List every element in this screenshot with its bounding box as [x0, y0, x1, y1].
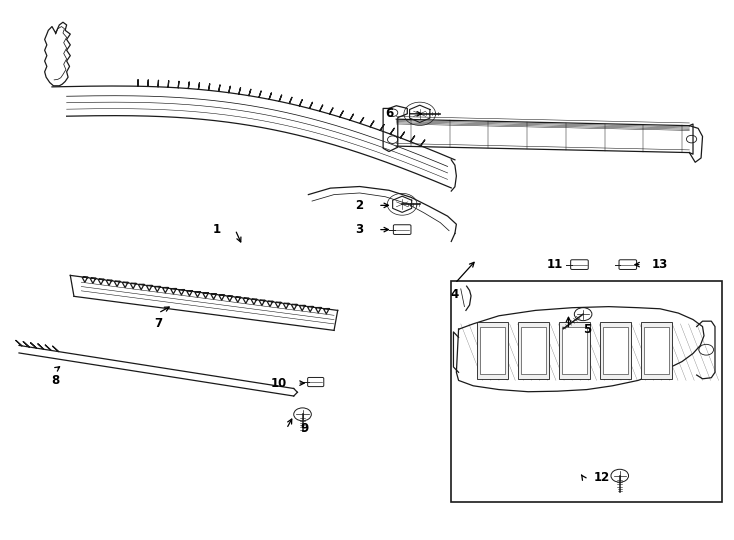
FancyBboxPatch shape — [619, 260, 636, 269]
Bar — [603, 327, 628, 375]
Text: 12: 12 — [593, 471, 609, 484]
Text: 6: 6 — [385, 107, 393, 120]
Text: 3: 3 — [355, 223, 364, 236]
Text: 1: 1 — [213, 223, 221, 236]
Text: 13: 13 — [652, 258, 668, 271]
FancyBboxPatch shape — [570, 260, 588, 269]
FancyBboxPatch shape — [393, 225, 411, 234]
Text: 11: 11 — [547, 258, 564, 271]
Text: 2: 2 — [355, 199, 364, 212]
FancyBboxPatch shape — [308, 377, 324, 387]
Bar — [559, 322, 589, 379]
Text: 7: 7 — [154, 318, 162, 330]
Bar — [480, 327, 505, 375]
Bar — [641, 322, 672, 379]
Bar — [451, 281, 722, 502]
Text: 9: 9 — [301, 422, 309, 435]
Bar — [600, 322, 631, 379]
Bar — [477, 322, 508, 379]
Bar — [562, 327, 586, 375]
Text: 8: 8 — [51, 374, 59, 387]
Bar — [521, 327, 546, 375]
Text: 5: 5 — [583, 323, 591, 336]
Text: 4: 4 — [451, 288, 459, 301]
Bar — [644, 327, 669, 375]
Text: 10: 10 — [271, 376, 287, 389]
Bar — [518, 322, 549, 379]
